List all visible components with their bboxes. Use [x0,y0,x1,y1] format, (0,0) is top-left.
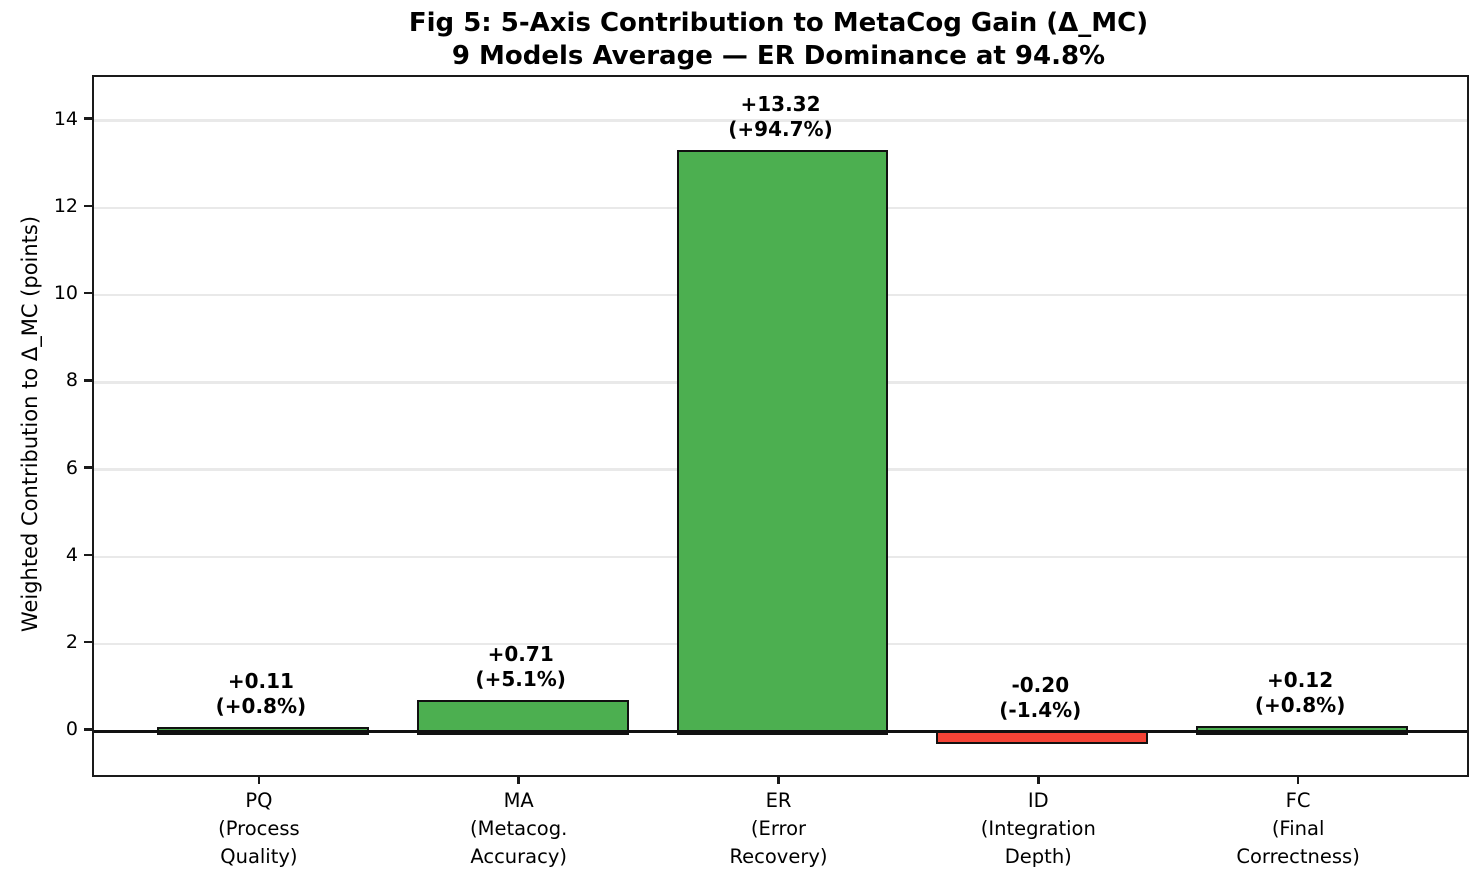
gridline-y14 [94,119,1467,122]
x-tick-mark-MA [517,775,520,784]
bar-value-label-PQ: +0.11 (+0.8%) [215,668,307,718]
y-tick-mark-10 [84,291,92,295]
bar-MA [416,700,629,736]
x-tick-label-MA: MA (Metacog. Accuracy) [470,789,568,868]
x-tick-mark-ID [1037,775,1040,784]
bar-ID [936,731,1149,745]
chart-title-line1: Fig 5: 5-Axis Contribution to MetaCog Ga… [408,8,1149,38]
x-tick-label-ER: ER (Error Recovery) [729,789,828,868]
zero-axis-line [94,729,1467,733]
y-tick-label-10: 10 [53,282,78,305]
y-tick-mark-6 [84,466,92,469]
y-tick-mark-8 [84,379,92,382]
y-tick-mark-2 [84,640,92,644]
bar-value-label-FC: +0.12 (+0.8%) [1254,668,1346,718]
y-tick-label-2: 2 [65,631,78,654]
y-axis-label: Weighted Contribution to Δ_MC (points) [18,215,42,633]
x-tick-mark-ER [777,775,780,784]
y-tick-mark-14 [84,117,92,120]
x-tick-label-ID: ID (Integration Depth) [980,789,1096,868]
plot-area: +0.11 (+0.8%) +0.71 (+5.1%) +13.32 (+94.7%… [92,75,1469,777]
x-tick-label-PQ: PQ (Process Quality) [218,789,300,868]
y-tick-mark-12 [84,204,92,208]
x-tick-mark-FC [1296,775,1300,784]
y-tick-label-14: 14 [53,107,78,130]
y-tick-label-4: 4 [65,543,78,566]
bar-value-label-ID: -0.20 (-1.4%) [999,673,1082,723]
y-tick-label-8: 8 [65,369,78,392]
y-tick-label-12: 12 [53,194,78,217]
bar-ER [676,150,889,736]
y-tick-mark-0 [84,728,92,731]
bar-value-label-ER: +13.32 (+94.7%) [728,92,833,142]
chart-title-line2: 9 Models Average — ER Dominance at 94.8% [451,41,1106,71]
bar-value-label-MA: +0.71 (+5.1%) [475,642,566,692]
x-tick-label-FC: FC (Final Correctness) [1236,789,1360,868]
x-tick-mark-PQ [257,775,261,784]
y-tick-mark-4 [84,553,92,557]
chart-title: Fig 5: 5-Axis Contribution to MetaCog Ga… [92,7,1465,73]
y-tick-label-6: 6 [65,456,78,479]
y-tick-label-0: 0 [65,718,78,741]
